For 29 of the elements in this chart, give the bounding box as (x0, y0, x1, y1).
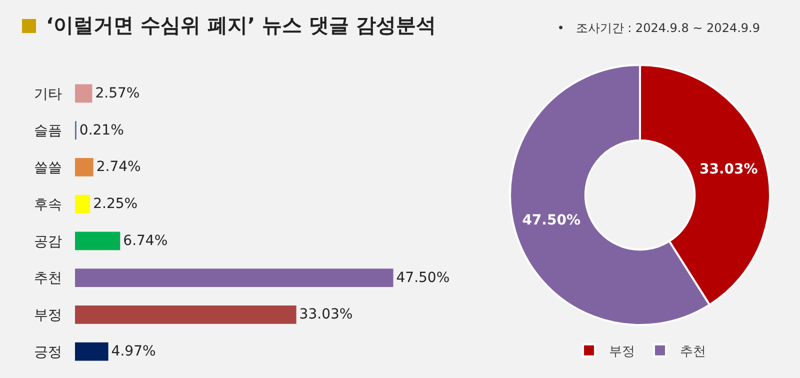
y-tick-label: 슬픔 (34, 123, 62, 140)
data-label: 2.57% (95, 85, 140, 102)
bar (75, 342, 108, 361)
y-tick-label: 기타 (34, 86, 62, 102)
y-tick-label: 쓸쓸 (34, 160, 62, 176)
y-tick-label: 후속 (34, 196, 62, 213)
chart-title: ‘이럴거면 수심위 폐지’ 뉴스 댓글 감성분석 (46, 12, 436, 39)
data-label: 2.25% (93, 196, 138, 212)
y-tick-label: 부정 (34, 308, 62, 324)
data-label: 47.50% (522, 212, 581, 229)
y-tick-label: 긍정 (34, 344, 62, 360)
y-tick-label: 공감 (34, 234, 62, 250)
bar (75, 84, 92, 103)
data-label: 0.21% (79, 122, 124, 138)
data-label: 6.74% (123, 232, 168, 249)
bar (75, 158, 94, 176)
bar (75, 194, 90, 214)
data-label: 33.03% (699, 161, 758, 178)
data-label: 47.50% (396, 270, 450, 286)
bar (75, 268, 394, 288)
data-label: 33.03% (299, 306, 353, 323)
bar (75, 232, 120, 250)
text: • 조사기간 : 2024.9.8 ~ 2024.9.9 (557, 20, 760, 37)
legend-label: 부정 (609, 344, 635, 360)
data-label: 2.74% (96, 159, 141, 176)
y-tick-label: 추천 (34, 270, 62, 287)
data-label: 4.97% (111, 344, 156, 360)
legend-label: 추천 (680, 344, 706, 360)
bar (75, 305, 296, 324)
